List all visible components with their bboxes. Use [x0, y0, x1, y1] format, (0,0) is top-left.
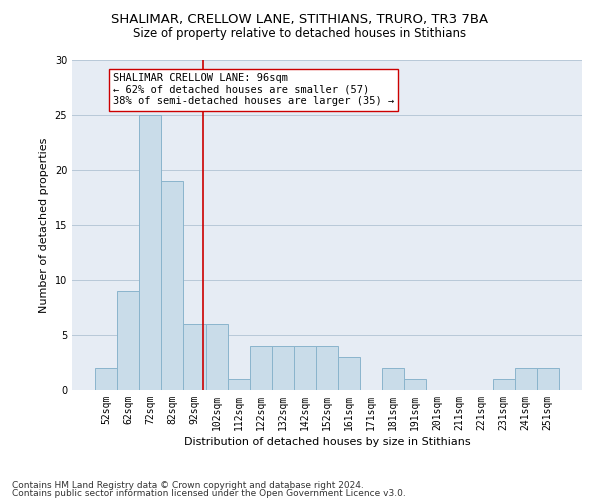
Bar [117, 291, 139, 390]
Bar [294, 346, 316, 390]
Bar [161, 181, 184, 390]
Bar [404, 379, 427, 390]
Bar [493, 379, 515, 390]
Text: Size of property relative to detached houses in Stithians: Size of property relative to detached ho… [133, 28, 467, 40]
Bar [95, 368, 117, 390]
Text: SHALIMAR CRELLOW LANE: 96sqm
← 62% of detached houses are smaller (57)
38% of se: SHALIMAR CRELLOW LANE: 96sqm ← 62% of de… [113, 73, 394, 106]
Bar [206, 324, 227, 390]
Bar [272, 346, 294, 390]
Bar [139, 115, 161, 390]
Text: Contains HM Land Registry data © Crown copyright and database right 2024.: Contains HM Land Registry data © Crown c… [12, 481, 364, 490]
X-axis label: Distribution of detached houses by size in Stithians: Distribution of detached houses by size … [184, 437, 470, 447]
Bar [537, 368, 559, 390]
Bar [250, 346, 272, 390]
Bar [227, 379, 250, 390]
Bar [382, 368, 404, 390]
Y-axis label: Number of detached properties: Number of detached properties [39, 138, 49, 312]
Text: SHALIMAR, CRELLOW LANE, STITHIANS, TRURO, TR3 7BA: SHALIMAR, CRELLOW LANE, STITHIANS, TRURO… [112, 12, 488, 26]
Bar [316, 346, 338, 390]
Bar [338, 357, 360, 390]
Bar [184, 324, 206, 390]
Bar [515, 368, 537, 390]
Text: Contains public sector information licensed under the Open Government Licence v3: Contains public sector information licen… [12, 488, 406, 498]
